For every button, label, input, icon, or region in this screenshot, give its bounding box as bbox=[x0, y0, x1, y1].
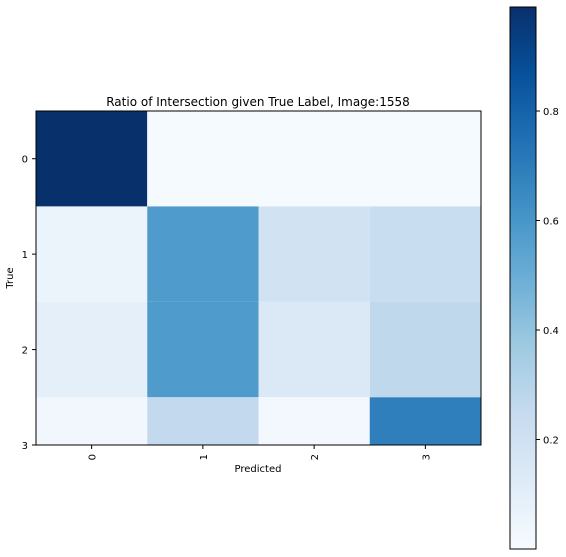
x-tick-label: 2 bbox=[310, 454, 321, 460]
x-tick-label: 3 bbox=[421, 454, 432, 460]
y-tick-label: 1 bbox=[22, 250, 28, 261]
heatmap-cell-r1-c3 bbox=[369, 206, 481, 302]
colorbar-tick-label: 0.6 bbox=[543, 217, 559, 228]
heatmap-cell-r3-c0 bbox=[36, 397, 148, 445]
colorbar-tick-label: 0.8 bbox=[543, 107, 559, 118]
y-tick-label: 2 bbox=[22, 346, 28, 357]
x-tick-label: 1 bbox=[199, 454, 210, 460]
heatmap-cell-r1-c1 bbox=[147, 206, 259, 302]
y-axis-ticks: 0 1 2 3 bbox=[22, 155, 36, 452]
heatmap-cell-r1-c0 bbox=[36, 206, 148, 302]
heatmap-cell-r0-c0 bbox=[36, 111, 148, 207]
chart-title: Ratio of Intersection given True Label, … bbox=[106, 95, 410, 109]
y-tick-label: 3 bbox=[22, 441, 28, 452]
colorbar-tick-label: 0.4 bbox=[543, 326, 559, 337]
y-axis-title: True bbox=[5, 267, 16, 289]
heatmap-cell-r0-c2 bbox=[258, 111, 370, 207]
colorbar-ticks: 0.2 0.4 0.6 0.8 bbox=[536, 107, 559, 447]
heatmap-cell-r2-c2 bbox=[258, 301, 370, 398]
x-axis-ticks: 0 1 2 3 bbox=[88, 445, 432, 460]
y-tick-label: 0 bbox=[22, 155, 28, 166]
colorbar-tick-label: 0.2 bbox=[543, 436, 559, 447]
heatmap-cell-r3-c1 bbox=[147, 397, 259, 445]
heatmap-cells bbox=[36, 111, 481, 445]
heatmap-cell-r0-c1 bbox=[147, 111, 259, 207]
heatmap-cell-r3-c3 bbox=[369, 397, 481, 445]
x-tick-label: 0 bbox=[88, 454, 99, 460]
colorbar bbox=[509, 6, 537, 550]
plot-frame bbox=[35, 110, 482, 446]
heatmap-cell-r1-c2 bbox=[258, 206, 370, 302]
heatmap-cell-r3-c2 bbox=[258, 397, 370, 445]
heatmap-cell-r2-c0 bbox=[36, 301, 148, 398]
heatmap-cell-r0-c3 bbox=[369, 111, 481, 207]
heatmap-cell-r2-c1 bbox=[147, 301, 259, 398]
heatmap-cell-r2-c3 bbox=[369, 301, 481, 398]
x-axis-title: Predicted bbox=[235, 464, 282, 475]
